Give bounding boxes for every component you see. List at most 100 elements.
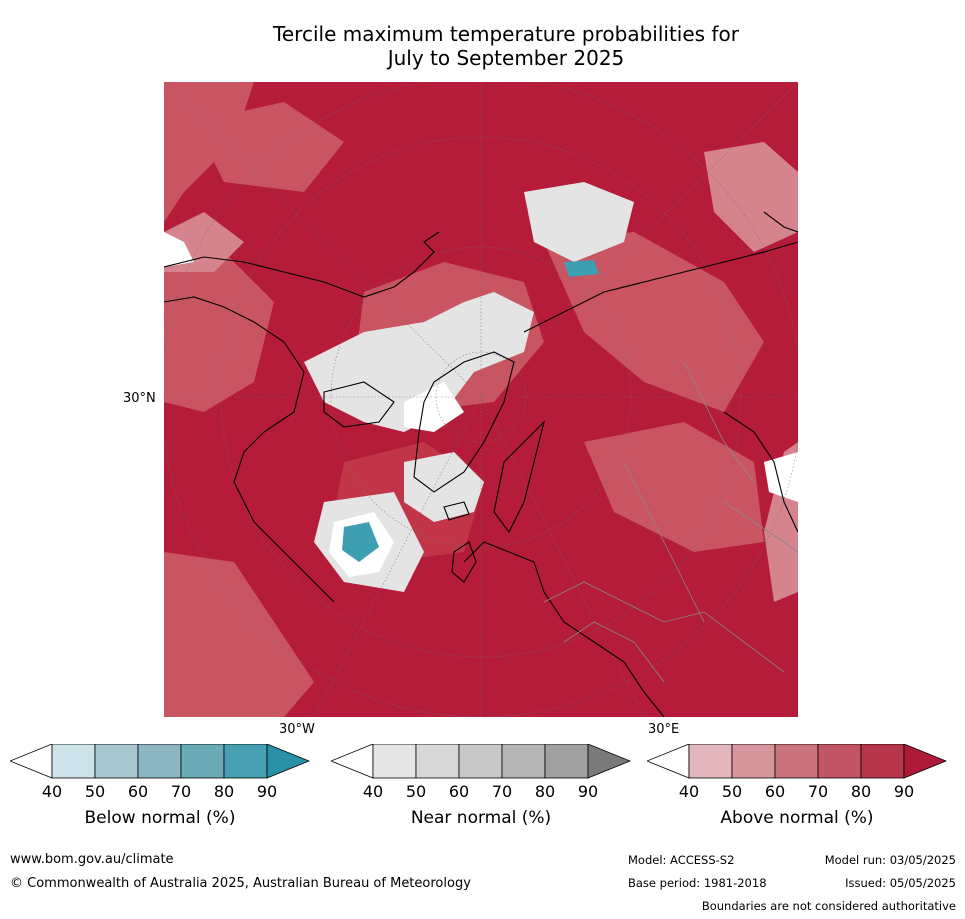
region-a60-2 [704,142,798,252]
below-colorbar-tick: 40 [41,782,63,801]
coast-asia-east [723,411,798,533]
above-colorbar-segment [817,744,862,779]
above-colorbar-segment [860,744,905,779]
below-colorbar-segment [137,744,182,779]
coastlines [164,211,798,717]
coast-greenland [413,351,515,493]
above-colorbar-tick: 60 [764,782,786,801]
region-below-2 [564,260,599,277]
region-near-2 [404,452,484,522]
probability-map [164,82,798,717]
region-a70-2 [164,252,274,412]
below-colorbar-max-triangle [266,744,310,779]
title-line-1: Tercile maximum temperature probabilitie… [273,22,739,46]
meridian-8 [480,396,645,717]
above-colorbar-min-triangle [647,744,690,779]
footer-model: Model: ACCESS-S2 [628,853,735,867]
near-colorbar-tick: 40 [362,782,384,801]
below-colorbar-tick: 90 [256,782,278,801]
above-colorbar-segment [774,744,819,779]
coast-scandinavia [493,420,546,534]
colorbar-above: 40 50 60 70 80 90 Above normal (%) [647,744,947,839]
near-colorbar-segment [458,744,503,779]
coast-arctic-islands [323,381,395,428]
colorbar-below-label: Below normal (%) [84,808,236,828]
region-white-4 [764,452,798,502]
below-colorbar-tick: 70 [170,782,192,801]
footer-model-run: Model run: 03/05/2025 [824,853,956,867]
region-a70-3 [164,552,314,717]
above-colorbar-segment [688,744,733,779]
near-colorbar-tick: 60 [448,782,470,801]
above-colorbar-tick: 50 [721,782,743,801]
region-near-3 [524,182,634,262]
meridian-6 [480,82,798,398]
colorbar-above-ticks: 40 50 60 70 80 90 [647,782,947,802]
meridian-5 [164,82,482,398]
region-a70-4 [544,232,764,412]
colorbar-below-ticks: 40 50 60 70 80 90 [10,782,310,802]
below-colorbar-tick: 80 [213,782,235,801]
graticule [164,82,798,717]
coast-alaska-west [164,296,335,603]
colorbar-above-label: Above normal (%) [720,808,874,828]
coast-siberia-east [763,211,798,233]
region-below-1 [342,522,379,562]
lat-circle-60 [330,246,632,548]
above-colorbar-tick: 40 [678,782,700,801]
colorbar-below-swatches [10,744,310,779]
below-colorbar-segment [51,744,96,779]
border-5 [723,501,798,553]
border-3 [563,621,665,683]
footer-base-period: Base period: 1981-2018 [628,876,767,890]
coast-russia [523,241,798,333]
above-colorbar-tick: 90 [893,782,915,801]
above-colorbar-max-triangle [903,744,947,779]
lon-label-30e: 30°E [648,722,680,737]
above-colorbar-segment [731,744,776,779]
coast-iceland [443,501,470,521]
near-colorbar-max-triangle [587,744,631,779]
border-4 [683,361,755,483]
near-colorbar-segment [415,744,460,779]
above-colorbar-tick: 80 [850,782,872,801]
colorbar-near-swatches [331,744,631,779]
coast-north-america [164,231,440,298]
country-borders [543,361,798,683]
colorbar-near-label: Near normal (%) [410,808,552,828]
lon-label-30w: 30°W [279,722,315,737]
footer-issued: Issued: 05/05/2025 [845,876,956,890]
below-colorbar-min-triangle [10,744,53,779]
colorbar-above-swatches [647,744,947,779]
title-line-2: July to September 2025 [387,46,625,70]
map-title: Tercile maximum temperature probabilitie… [164,22,848,70]
lat-label-30n: 30°N [123,391,156,406]
near-colorbar-tick: 90 [577,782,599,801]
near-colorbar-segment [501,744,546,779]
coast-europe [463,541,665,717]
near-colorbar-segment [544,744,589,779]
below-colorbar-tick: 60 [127,782,149,801]
below-colorbar-segment [180,744,225,779]
meridian-7 [313,396,482,717]
border-1 [543,581,785,673]
footer-copyright: © Commonwealth of Australia 2025, Austra… [10,876,471,891]
region-white-2 [404,382,464,432]
colorbar-near-ticks: 40 50 60 70 80 90 [331,782,631,802]
map-canvas [164,82,798,717]
region-white-1 [164,232,194,267]
footer-boundaries: Boundaries are not considered authoritat… [701,899,956,913]
below-colorbar-segment [223,744,268,779]
coast-uk [451,541,477,583]
region-a70-6 [584,422,764,552]
near-colorbar-tick: 70 [491,782,513,801]
near-colorbar-tick: 50 [405,782,427,801]
above-colorbar-tick: 70 [807,782,829,801]
near-colorbar-min-triangle [331,744,374,779]
near-colorbar-tick: 80 [534,782,556,801]
below-colorbar-segment [94,744,139,779]
colorbar-near: 40 50 60 70 80 90 Near normal (%) [331,744,631,839]
footer-website[interactable]: www.bom.gov.au/climate [10,852,174,867]
colorbar-below: 40 50 60 70 80 90 Below normal (%) [10,744,310,839]
near-colorbar-segment [372,744,417,779]
